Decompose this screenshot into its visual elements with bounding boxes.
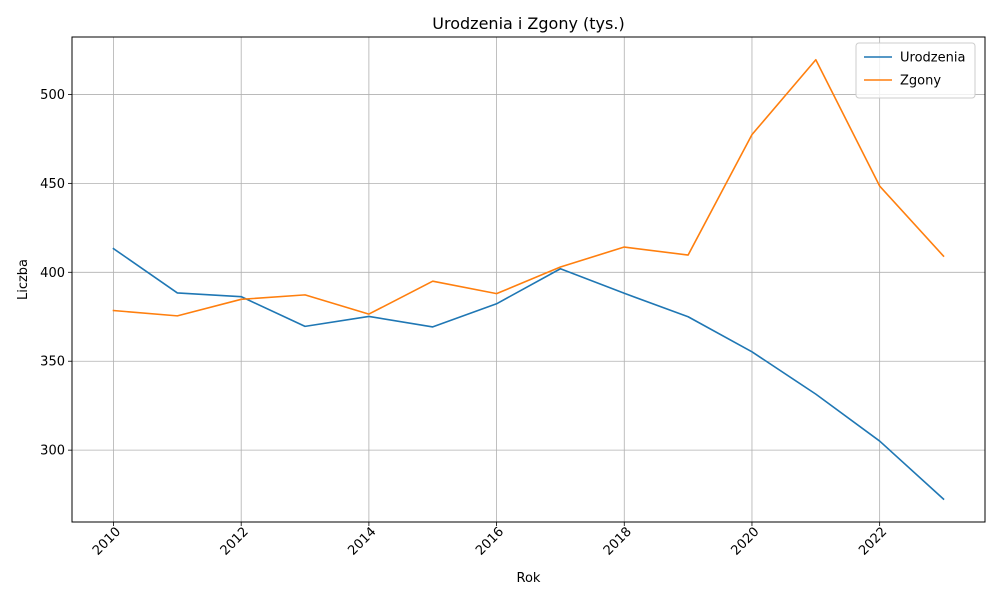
legend: Urodzenia Zgony (855, 42, 976, 99)
y-axis-label: Liczba (16, 259, 31, 300)
series-layer (112, 58, 945, 501)
grid-lines (72, 37, 985, 522)
legend-label-urodzenia: Urodzenia (900, 51, 965, 66)
y-tick-label: 300 (40, 444, 65, 459)
x-axis-label: Rok (517, 571, 541, 586)
y-tick-label: 450 (40, 177, 65, 192)
legend-label-zgony: Zgony (900, 74, 941, 89)
chart-title: Urodzenia i Zgony (tys.) (432, 14, 624, 33)
plot-area-frame (71, 36, 986, 523)
y-tick-label: 350 (40, 355, 65, 370)
y-tick-label: 500 (40, 88, 65, 103)
y-tick-label: 400 (40, 266, 65, 281)
series-line-urodzenia (112, 247, 945, 501)
series-line-zgony (112, 58, 945, 317)
